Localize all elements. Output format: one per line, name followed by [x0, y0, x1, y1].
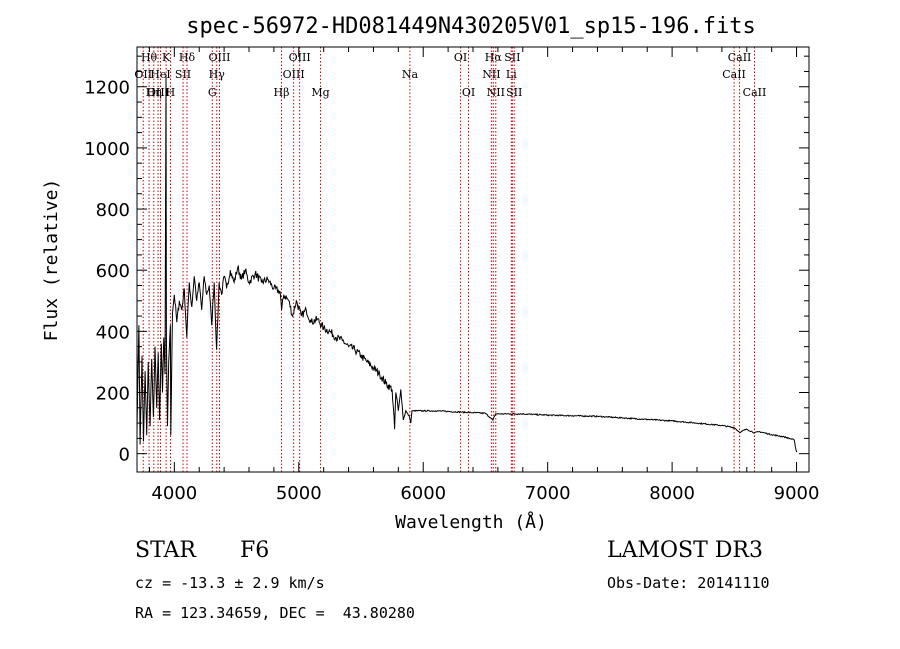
- line-label-1: Hθ: [141, 51, 158, 64]
- line-label-3: OIII: [147, 86, 169, 99]
- line-label-13: OIII: [283, 68, 305, 81]
- x-axis-label: Wavelength (Å): [395, 511, 547, 533]
- x-tick-label-0: 4000: [151, 483, 197, 504]
- line-label-25: CaII: [722, 68, 746, 81]
- line-label-23: SII: [504, 51, 520, 64]
- survey-name: LAMOST DR3: [607, 538, 763, 563]
- y-tick-label-0: 0: [119, 445, 130, 466]
- y-tick-label-6: 1200: [84, 78, 130, 99]
- line-label-10: Hγ: [209, 68, 226, 81]
- line-label-14: OIII: [289, 51, 311, 64]
- x-tick-label-5: 9000: [774, 483, 820, 504]
- redshift-cz: cz = -13.3 ± 2.9 km/s: [135, 574, 325, 592]
- y-tick-label-4: 800: [96, 200, 130, 221]
- x-tick-label-2: 6000: [400, 483, 446, 504]
- line-label-17: OI: [454, 51, 467, 64]
- plot-frame: [136, 46, 810, 473]
- line-label-15: Mg: [311, 86, 329, 99]
- ra-dec: RA = 123.34659, DEC = 43.80280: [135, 604, 415, 622]
- line-label-22: Li: [506, 68, 517, 81]
- line-label-24: SII: [506, 86, 522, 99]
- line-label-4: HeI: [150, 68, 170, 81]
- line-label-8: Hδ: [179, 51, 196, 64]
- x-tick-label-4: 8000: [649, 483, 695, 504]
- y-tick-label-1: 200: [96, 384, 130, 405]
- spectrum-chart: spec-56972-HD081449N430205V01_sp15-196.f…: [41, 14, 819, 533]
- line-label-6: H: [166, 86, 176, 99]
- line-label-16: Na: [402, 68, 419, 81]
- tick-labels: 4000 5000 6000 7000 8000 9000 0 200 400 600 800 100…: [84, 78, 819, 504]
- line-label-12: Hβ: [274, 86, 290, 99]
- y-axis-label: Flux (relative): [41, 179, 62, 342]
- chart-title: spec-56972-HD081449N430205V01_sp15-196.f…: [186, 14, 756, 39]
- line-label-26: CaII: [728, 51, 752, 64]
- x-tick-label-3: 7000: [525, 483, 571, 504]
- object-subclass: F6: [240, 538, 270, 563]
- line-label-21: NII: [487, 86, 505, 99]
- line-label-9: G: [208, 86, 217, 99]
- line-label-2: Hη: [146, 86, 162, 99]
- line-label-20: Hα: [485, 51, 503, 64]
- line-label-7: SII: [175, 68, 191, 81]
- y-tick-label-5: 1000: [84, 139, 130, 160]
- line-label-19: NII: [482, 68, 500, 81]
- line-label-18: OI: [462, 86, 475, 99]
- line-label-27: CaII: [743, 86, 767, 99]
- axis-ticks: [137, 47, 809, 472]
- object-class: STAR: [135, 538, 196, 563]
- line-labels: OIIHθHηOIIIHeIKHSIIHδGHγOIIIHβOIIIOIIIMg…: [134, 51, 766, 99]
- emission-lines: [142, 47, 755, 472]
- spectrum-line: [136, 74, 798, 453]
- line-label-5: K: [162, 51, 171, 64]
- line-label-11: OIII: [208, 51, 230, 64]
- y-tick-label-3: 600: [96, 261, 130, 282]
- x-tick-label-1: 5000: [276, 483, 322, 504]
- y-tick-label-2: 400: [96, 322, 130, 343]
- observation-date: Obs-Date: 20141110: [607, 574, 770, 592]
